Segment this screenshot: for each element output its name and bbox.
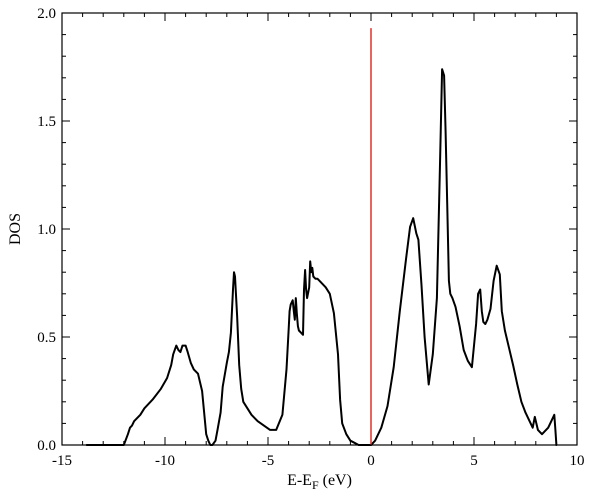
x-axis-label-main: E-E — [287, 472, 312, 489]
y-tick-label: 0.0 — [37, 438, 56, 454]
x-axis-label: E-EF (eV) — [287, 472, 352, 492]
plot-layer — [85, 28, 558, 446]
x-tick-label: -15 — [52, 453, 72, 469]
x-tick-label: -5 — [262, 453, 275, 469]
x-tick-label: -10 — [155, 453, 175, 469]
x-tick-label: 10 — [570, 453, 585, 469]
y-tick-label: 2.0 — [37, 6, 56, 22]
y-tick-label: 0.5 — [37, 330, 56, 346]
plot-frame — [61, 12, 578, 446]
x-axis-label-subscript: F — [312, 478, 319, 492]
ticks-layer: -15 -10 -5 0 5 10 0.0 0.5 1.0 1.5 2.0 — [37, 6, 584, 469]
y-axis-label: DOS — [7, 213, 24, 245]
x-axis-label-unit: (eV) — [319, 472, 352, 489]
x-tick-label: 0 — [367, 453, 375, 469]
dos-series-line — [85, 68, 558, 446]
x-tick-label: 5 — [470, 453, 478, 469]
labels-layer: DOS E-EF (eV) — [7, 213, 352, 492]
y-tick-label: 1.5 — [37, 114, 56, 130]
y-tick-label: 1.0 — [37, 222, 56, 238]
